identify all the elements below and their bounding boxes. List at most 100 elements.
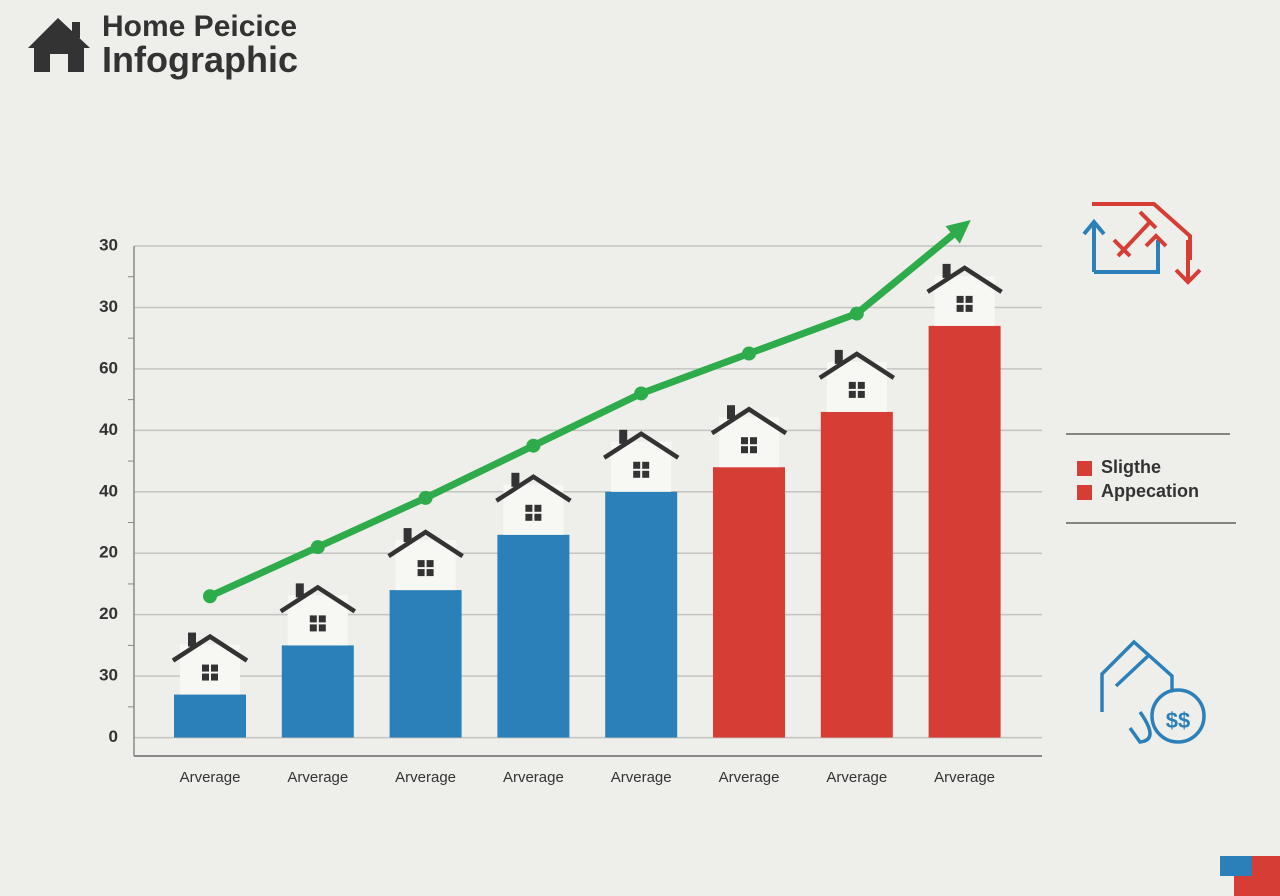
house-body — [287, 595, 348, 646]
house-body — [395, 540, 456, 591]
house-roof — [710, 406, 788, 436]
y-tick-label: 20 — [99, 543, 118, 562]
home-icon — [28, 18, 90, 72]
trend-point — [418, 490, 433, 505]
y-tick-label: 30 — [99, 235, 118, 254]
house-window — [309, 615, 317, 623]
bar — [820, 411, 893, 738]
x-tick-label: Arverage — [934, 769, 995, 786]
y-tick-label: 30 — [99, 666, 118, 685]
house-window — [417, 560, 425, 568]
x-tick-label: Arverage — [180, 769, 241, 786]
x-tick-label: Arverage — [826, 769, 887, 786]
house-window — [857, 381, 865, 389]
trend-line — [208, 222, 967, 600]
house-window — [309, 624, 317, 632]
house-icon — [710, 405, 788, 468]
bar — [605, 491, 678, 738]
house-window — [750, 437, 757, 445]
house-window — [642, 461, 650, 469]
house-body — [611, 441, 672, 492]
house-window — [426, 569, 434, 577]
house-roof — [926, 265, 1003, 294]
trend-point — [634, 386, 649, 401]
house-window — [211, 673, 218, 681]
house-window — [426, 560, 434, 568]
svg-text:$$: $$ — [1166, 708, 1190, 733]
bar — [389, 590, 462, 738]
house-window — [633, 461, 641, 469]
house-window — [318, 615, 326, 623]
house-window — [965, 304, 973, 312]
house-window — [525, 504, 533, 512]
house-chimney — [188, 632, 196, 647]
trend-point — [526, 438, 541, 453]
house-icon — [279, 583, 357, 646]
house-window — [211, 664, 218, 672]
legend-label: Sligthe — [1101, 457, 1161, 477]
y-tick-label: 60 — [99, 358, 118, 377]
house-chimney — [295, 583, 304, 598]
trend-point — [203, 589, 217, 604]
house-chimney — [403, 528, 412, 543]
arrows-icon — [1082, 202, 1202, 285]
house-window — [525, 513, 533, 521]
x-tick-label: Arverage — [287, 769, 348, 786]
bar — [497, 534, 570, 738]
house-window — [534, 513, 542, 521]
y-tick-label: 30 — [99, 297, 118, 316]
house-window — [534, 504, 542, 512]
y-tick-label: 0 — [109, 727, 118, 746]
bar — [174, 694, 246, 738]
trend-point — [310, 540, 325, 555]
y-tick-label: 40 — [99, 420, 118, 439]
legend-swatch — [1077, 485, 1092, 500]
house-roof — [387, 529, 464, 558]
x-tick-label: Arverage — [719, 769, 780, 786]
bar — [928, 325, 1001, 738]
house-chimney — [942, 263, 951, 278]
trend-arrowhead — [945, 220, 971, 244]
house-window — [741, 437, 748, 445]
house-window — [741, 446, 748, 454]
house-window — [750, 446, 757, 454]
house-window — [848, 390, 856, 398]
house-icon — [602, 429, 680, 492]
house-icon — [495, 472, 572, 535]
house-window — [642, 470, 650, 478]
house-window — [318, 624, 326, 632]
house-icon — [387, 528, 464, 591]
y-tick-label: 40 — [99, 481, 118, 500]
house-icon — [171, 632, 249, 695]
house-chimney — [727, 405, 735, 420]
house-window — [202, 673, 209, 681]
legend-label: Appecation — [1101, 481, 1199, 501]
house-window — [857, 390, 865, 398]
title-line: Home Peicice — [102, 10, 298, 43]
legend-swatch — [1077, 461, 1092, 476]
trend-point — [849, 306, 864, 321]
house-body — [826, 361, 887, 412]
house-icon — [818, 349, 896, 412]
house-body — [180, 644, 240, 695]
house-roof — [171, 633, 249, 663]
house-window — [965, 295, 973, 303]
house-window — [956, 304, 964, 312]
corner-decor — [1234, 856, 1252, 876]
bar — [281, 645, 354, 738]
house-roof — [602, 431, 680, 460]
house-window — [633, 470, 641, 478]
house-window — [848, 381, 856, 389]
house-body — [719, 417, 779, 468]
title-line: Infographic — [102, 39, 298, 80]
house-chimney — [619, 429, 628, 444]
x-tick-label: Arverage — [611, 769, 672, 786]
house-window — [956, 295, 964, 303]
house-body — [934, 275, 995, 326]
house-body — [503, 484, 564, 535]
house-window — [417, 569, 425, 577]
house-window — [202, 664, 209, 672]
house-icon — [926, 263, 1003, 326]
